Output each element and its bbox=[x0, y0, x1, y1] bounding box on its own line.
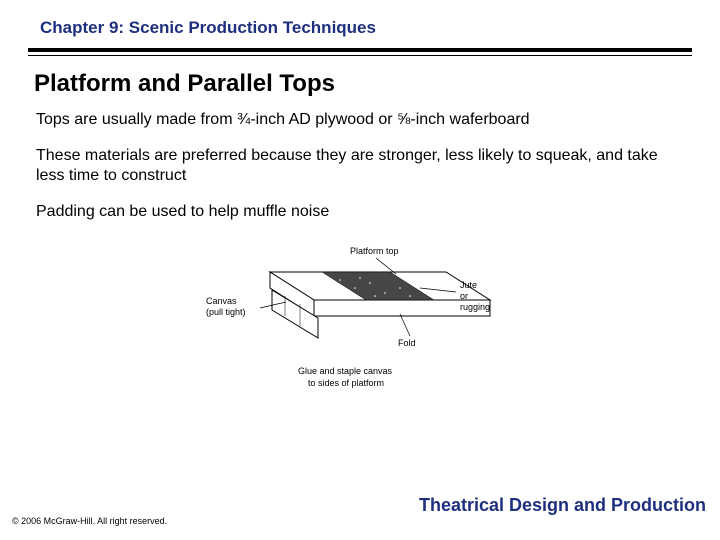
label-canvas-line2: (pull tight) bbox=[206, 307, 246, 317]
label-fold: Fold bbox=[398, 338, 416, 348]
label-jute-line1: Jute bbox=[460, 280, 477, 290]
divider-thick bbox=[28, 48, 692, 52]
platform-diagram-svg: Platform top Canvas (pull tight) Jute or… bbox=[200, 238, 520, 408]
chapter-title: Chapter 9: Scenic Production Techniques bbox=[40, 18, 692, 38]
leader-fold bbox=[400, 314, 410, 336]
caption-line1: Glue and staple canvas bbox=[298, 366, 393, 376]
copyright-notice: © 2006 McGraw-Hill. All right reserved. bbox=[12, 516, 167, 526]
label-jute-line3: rugging bbox=[460, 302, 490, 312]
body-paragraph-3: Padding can be used to help muffle noise bbox=[36, 202, 684, 222]
body-paragraph-1: Tops are usually made from ¾-inch AD ply… bbox=[36, 110, 684, 130]
label-platform-top: Platform top bbox=[350, 246, 399, 256]
caption-line2: to sides of platform bbox=[308, 378, 384, 388]
body-paragraph-2: These materials are preferred because th… bbox=[36, 146, 684, 186]
footer-book-title: Theatrical Design and Production bbox=[419, 495, 706, 516]
divider-thin bbox=[28, 55, 692, 56]
section-heading: Platform and Parallel Tops bbox=[34, 70, 692, 98]
platform-diagram: Platform top Canvas (pull tight) Jute or… bbox=[200, 238, 520, 413]
label-jute-line2: or bbox=[460, 291, 468, 301]
slide-container: Chapter 9: Scenic Production Techniques … bbox=[0, 0, 720, 540]
label-canvas-line1: Canvas bbox=[206, 296, 237, 306]
